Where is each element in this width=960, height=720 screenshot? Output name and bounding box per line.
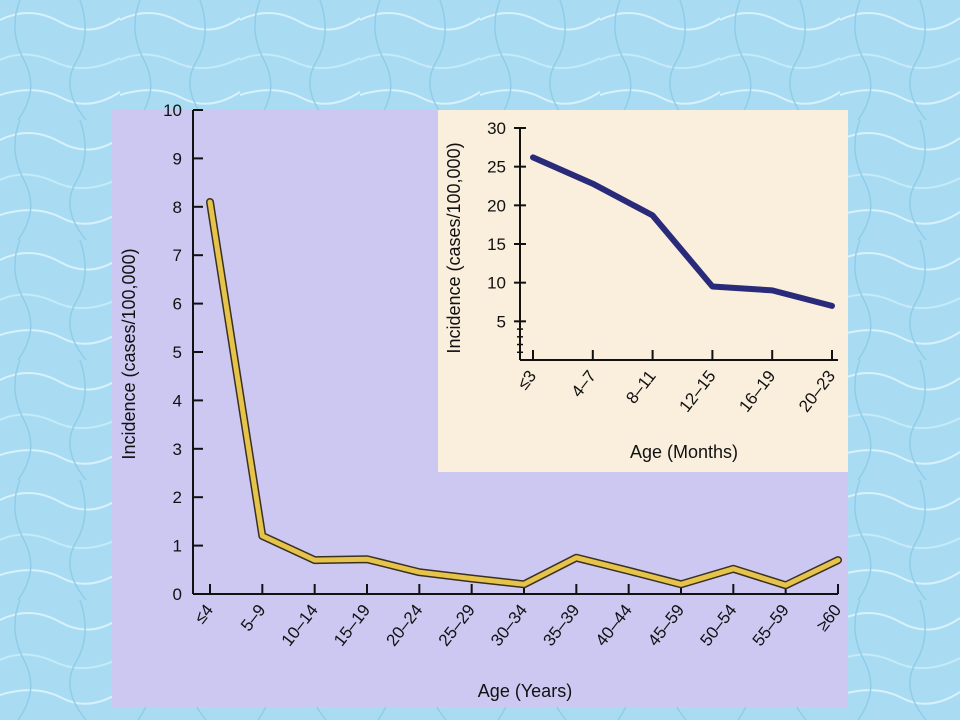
inset-x-axis-title: Age (Months) — [630, 442, 738, 462]
inset-y-tick-label: 10 — [487, 274, 506, 293]
main-y-tick-label: 2 — [173, 488, 182, 507]
inset-y-tick-label: 25 — [487, 158, 506, 177]
main-y-tick-label: 10 — [163, 101, 182, 120]
main-y-tick-label: 5 — [173, 343, 182, 362]
main-y-axis-title: Incidence (cases/100,000) — [119, 248, 139, 459]
main-y-tick-label: 7 — [173, 246, 182, 265]
inset-y-axis-title: Incidence (cases/100,000) — [444, 142, 464, 353]
inset-y-tick-label: 20 — [487, 196, 506, 215]
main-y-tick-label: 8 — [173, 198, 182, 217]
main-y-tick-label: 0 — [173, 585, 182, 604]
main-y-tick-label: 6 — [173, 295, 182, 314]
main-y-tick-label: 4 — [173, 391, 182, 410]
main-y-tick-label: 3 — [173, 440, 182, 459]
inset-y-tick-label: 30 — [487, 119, 506, 138]
main-y-tick-label: 9 — [173, 149, 182, 168]
inset-series-line — [530, 154, 835, 309]
inset-y-tick-label: 5 — [497, 312, 506, 331]
inset-y-tick-label: 15 — [487, 235, 506, 254]
main-y-tick-label: 1 — [173, 537, 182, 556]
main-series-line — [207, 199, 841, 588]
main-x-axis-title: Age (Years) — [478, 681, 572, 701]
